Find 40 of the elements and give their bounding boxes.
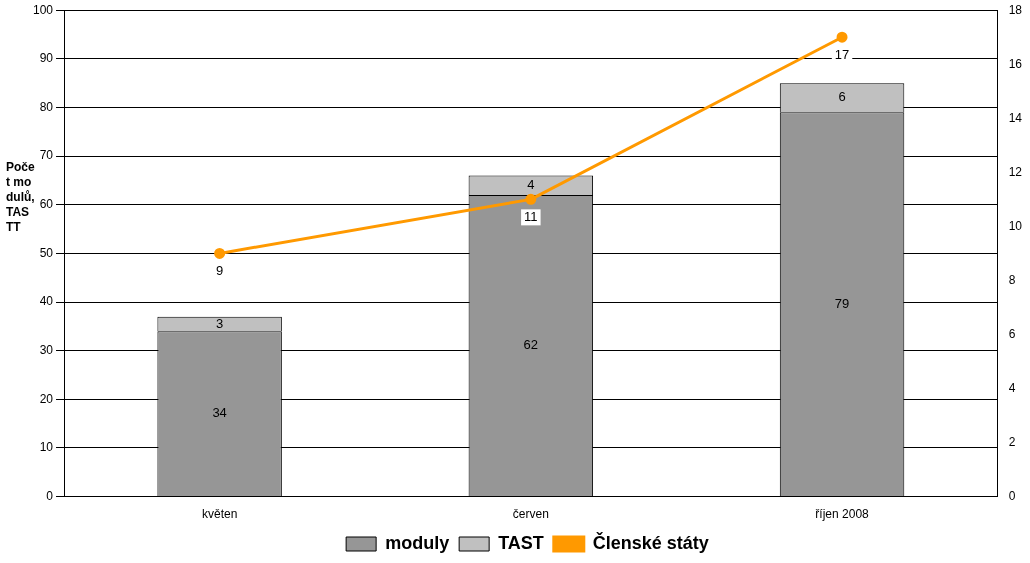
data-label: 9 (216, 262, 224, 278)
y-tick-label: 10 (39, 440, 54, 455)
data-label: 6 (838, 89, 846, 105)
y2-tick-label: 16 (1008, 56, 1023, 71)
y-tick-label: 90 (39, 51, 54, 66)
data-label: 3 (216, 315, 224, 331)
y-tick-label: 100 (32, 2, 54, 17)
legend-label: TAST (498, 532, 544, 553)
x-tick-label: červen (512, 507, 549, 522)
y2-tick-label: 2 (1008, 434, 1016, 449)
y2-tick-label: 14 (1008, 110, 1023, 125)
y-tick-label: 0 (46, 488, 54, 503)
data-label: 79 (834, 295, 850, 311)
data-label: 62 (523, 337, 539, 353)
y2-tick-label: 0 (1008, 488, 1016, 503)
data-label: 11 (524, 208, 538, 224)
y2-tick-label: 4 (1008, 380, 1016, 395)
y-tick-label: 70 (39, 148, 54, 163)
point (214, 247, 226, 259)
legend-label: Členské státy (592, 531, 709, 553)
y2-tick-label: 18 (1008, 2, 1023, 17)
point (836, 31, 848, 43)
x-tick-label: květen (201, 507, 238, 522)
x-tick-label: říjen 2008 (815, 507, 870, 522)
data-label: 34 (212, 405, 227, 421)
y-tick-label: 60 (39, 197, 54, 212)
y-tick-label: 20 (39, 391, 54, 406)
y-tick-label: 40 (39, 294, 54, 309)
y-axis-title: Počet modulů, TASTT (6, 160, 36, 235)
y-tick-label: 30 (39, 342, 54, 357)
y2-tick-label: 8 (1008, 272, 1016, 287)
data-label: 17 (834, 46, 850, 62)
y2-tick-label: 12 (1008, 164, 1023, 179)
y2-tick-label: 6 (1008, 326, 1016, 341)
data-label: 4 (527, 176, 535, 192)
y2-tick-label: 10 (1008, 218, 1023, 233)
point (525, 193, 537, 205)
y-tick-label: 50 (39, 245, 54, 260)
y-tick-label: 80 (39, 99, 54, 114)
legend-label: moduly (385, 532, 450, 553)
